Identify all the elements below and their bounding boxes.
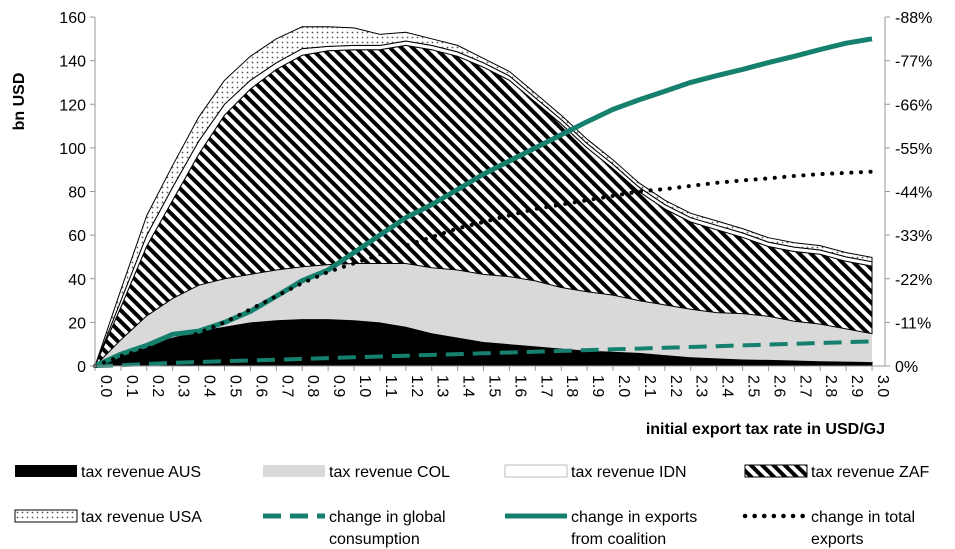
line-change-in-exports-from-coalition	[93, 36, 873, 369]
x-tick-label: 1.6	[511, 375, 528, 397]
legend-item: tax revenue ZAF	[744, 464, 930, 481]
legend-item: change in exports from coalition	[505, 509, 697, 548]
area-tax-revenue-usa	[94, 26, 873, 367]
x-tick-label: 2.5	[745, 375, 762, 397]
axes: 0 20 40 60 80 100 120 140 160 0% -11% -22% -33% -44% -…	[11, 10, 932, 438]
x-tick-label: 0.0	[97, 375, 114, 397]
x-tick-label: 1.9	[589, 375, 606, 397]
x-tick-label: 2.4	[719, 375, 736, 397]
x-tick-label: 0.3	[175, 375, 192, 397]
legend-label: tax revenue USA	[81, 509, 202, 526]
y-axis-label: bn USD	[11, 73, 28, 131]
legend-swatch	[263, 465, 325, 477]
line-series	[93, 36, 874, 369]
y-right-tick-label: -66%	[895, 97, 932, 114]
x-tick-label: 1.4	[460, 375, 477, 397]
x-tick-label: 0.2	[149, 375, 166, 397]
legend-label-line: exports	[811, 531, 863, 548]
y-right-tick-label: -88%	[895, 10, 932, 27]
line-change-in-global-consumption	[94, 339, 873, 368]
legend-swatch	[14, 509, 78, 523]
legend-label: tax revenue COL	[329, 464, 450, 481]
x-tick-label: 0.4	[201, 375, 218, 397]
x-tick-label: 0.7	[278, 375, 295, 397]
legend-label-line: from coalition	[571, 531, 666, 548]
y-left-tick-label: 120	[59, 97, 86, 114]
legend-label: change in global consumption	[329, 509, 446, 548]
x-tick-label: 0.6	[252, 375, 269, 397]
x-tick-label: 3.0	[874, 375, 891, 397]
y-right-tick-label: -77%	[895, 54, 932, 71]
y-left-tick-label: 60	[68, 228, 86, 245]
x-tick-label: 2.6	[770, 375, 787, 397]
x-tick-label: 1.5	[486, 375, 503, 397]
y-left-tick-label: 140	[59, 54, 86, 71]
x-tick-label: 1.1	[382, 375, 399, 397]
y-left-tick-label: 100	[59, 141, 86, 158]
legend-swatch	[744, 464, 808, 478]
y-right-tick-label: -11%	[895, 315, 931, 332]
x-tick-label: 2.2	[667, 375, 684, 397]
y-right-tick-label: -55%	[895, 141, 932, 158]
x-tick-label: 2.9	[848, 375, 865, 397]
legend-swatch	[504, 464, 568, 478]
legend: tax revenue AUS tax revenue COL tax revenu…	[14, 464, 930, 548]
x-tick-label: 2.1	[641, 375, 658, 397]
legend-label: change in exports from coalition	[571, 509, 697, 548]
x-tick-label: 1.7	[537, 375, 554, 397]
legend-label-line: consumption	[329, 531, 420, 548]
x-tick-label: 2.0	[615, 375, 632, 397]
legend-label: tax revenue AUS	[81, 464, 201, 481]
y-left-tick-label: 20	[68, 315, 86, 332]
y-left-tick-label: 0	[77, 359, 86, 376]
x-tick-label: 0.9	[330, 375, 347, 397]
legend-item: tax revenue USA	[14, 509, 202, 526]
x-tick-label: 2.3	[693, 375, 710, 397]
x-tick-label: 1.0	[356, 375, 373, 397]
x-tick-label: 0.5	[227, 375, 244, 397]
legend-label-line: change in exports	[571, 509, 697, 526]
legend-item: change in total exports	[742, 509, 915, 548]
legend-label: tax revenue IDN	[571, 464, 687, 481]
legend-swatch	[15, 465, 77, 477]
stacked-areas	[94, 26, 873, 367]
y-right-tick-label: -44%	[895, 185, 932, 202]
x-tick-label: 1.2	[408, 375, 425, 397]
y-right-tick-label: -33%	[895, 228, 932, 245]
legend-item: tax revenue COL	[263, 464, 450, 481]
legend-label: change in total exports	[811, 509, 915, 548]
x-tick-label: 1.3	[434, 375, 451, 397]
legend-label-line: change in global	[329, 509, 446, 526]
legend-label-line: change in total	[811, 509, 915, 526]
y-right-tick-label: -22%	[895, 272, 932, 289]
x-tick-label: 2.7	[796, 375, 813, 397]
legend-item: tax revenue AUS	[15, 464, 201, 481]
y-left-tick-label: 160	[59, 10, 86, 27]
x-tick-label: 0.1	[123, 375, 140, 397]
legend-item: change in global consumption	[263, 509, 446, 548]
y-left-tick-label: 40	[68, 272, 86, 289]
y-right-tick-label: 0%	[895, 359, 918, 376]
x-tick-label: 1.8	[563, 375, 580, 397]
x-tick-label: 0.8	[304, 375, 321, 397]
x-tick-label: 2.8	[822, 375, 839, 397]
y-left-tick-label: 80	[68, 185, 86, 202]
legend-label: tax revenue ZAF	[811, 464, 930, 481]
x-axis-label: initial export tax rate in USD/GJ	[646, 421, 885, 438]
legend-item: tax revenue IDN	[504, 464, 687, 481]
